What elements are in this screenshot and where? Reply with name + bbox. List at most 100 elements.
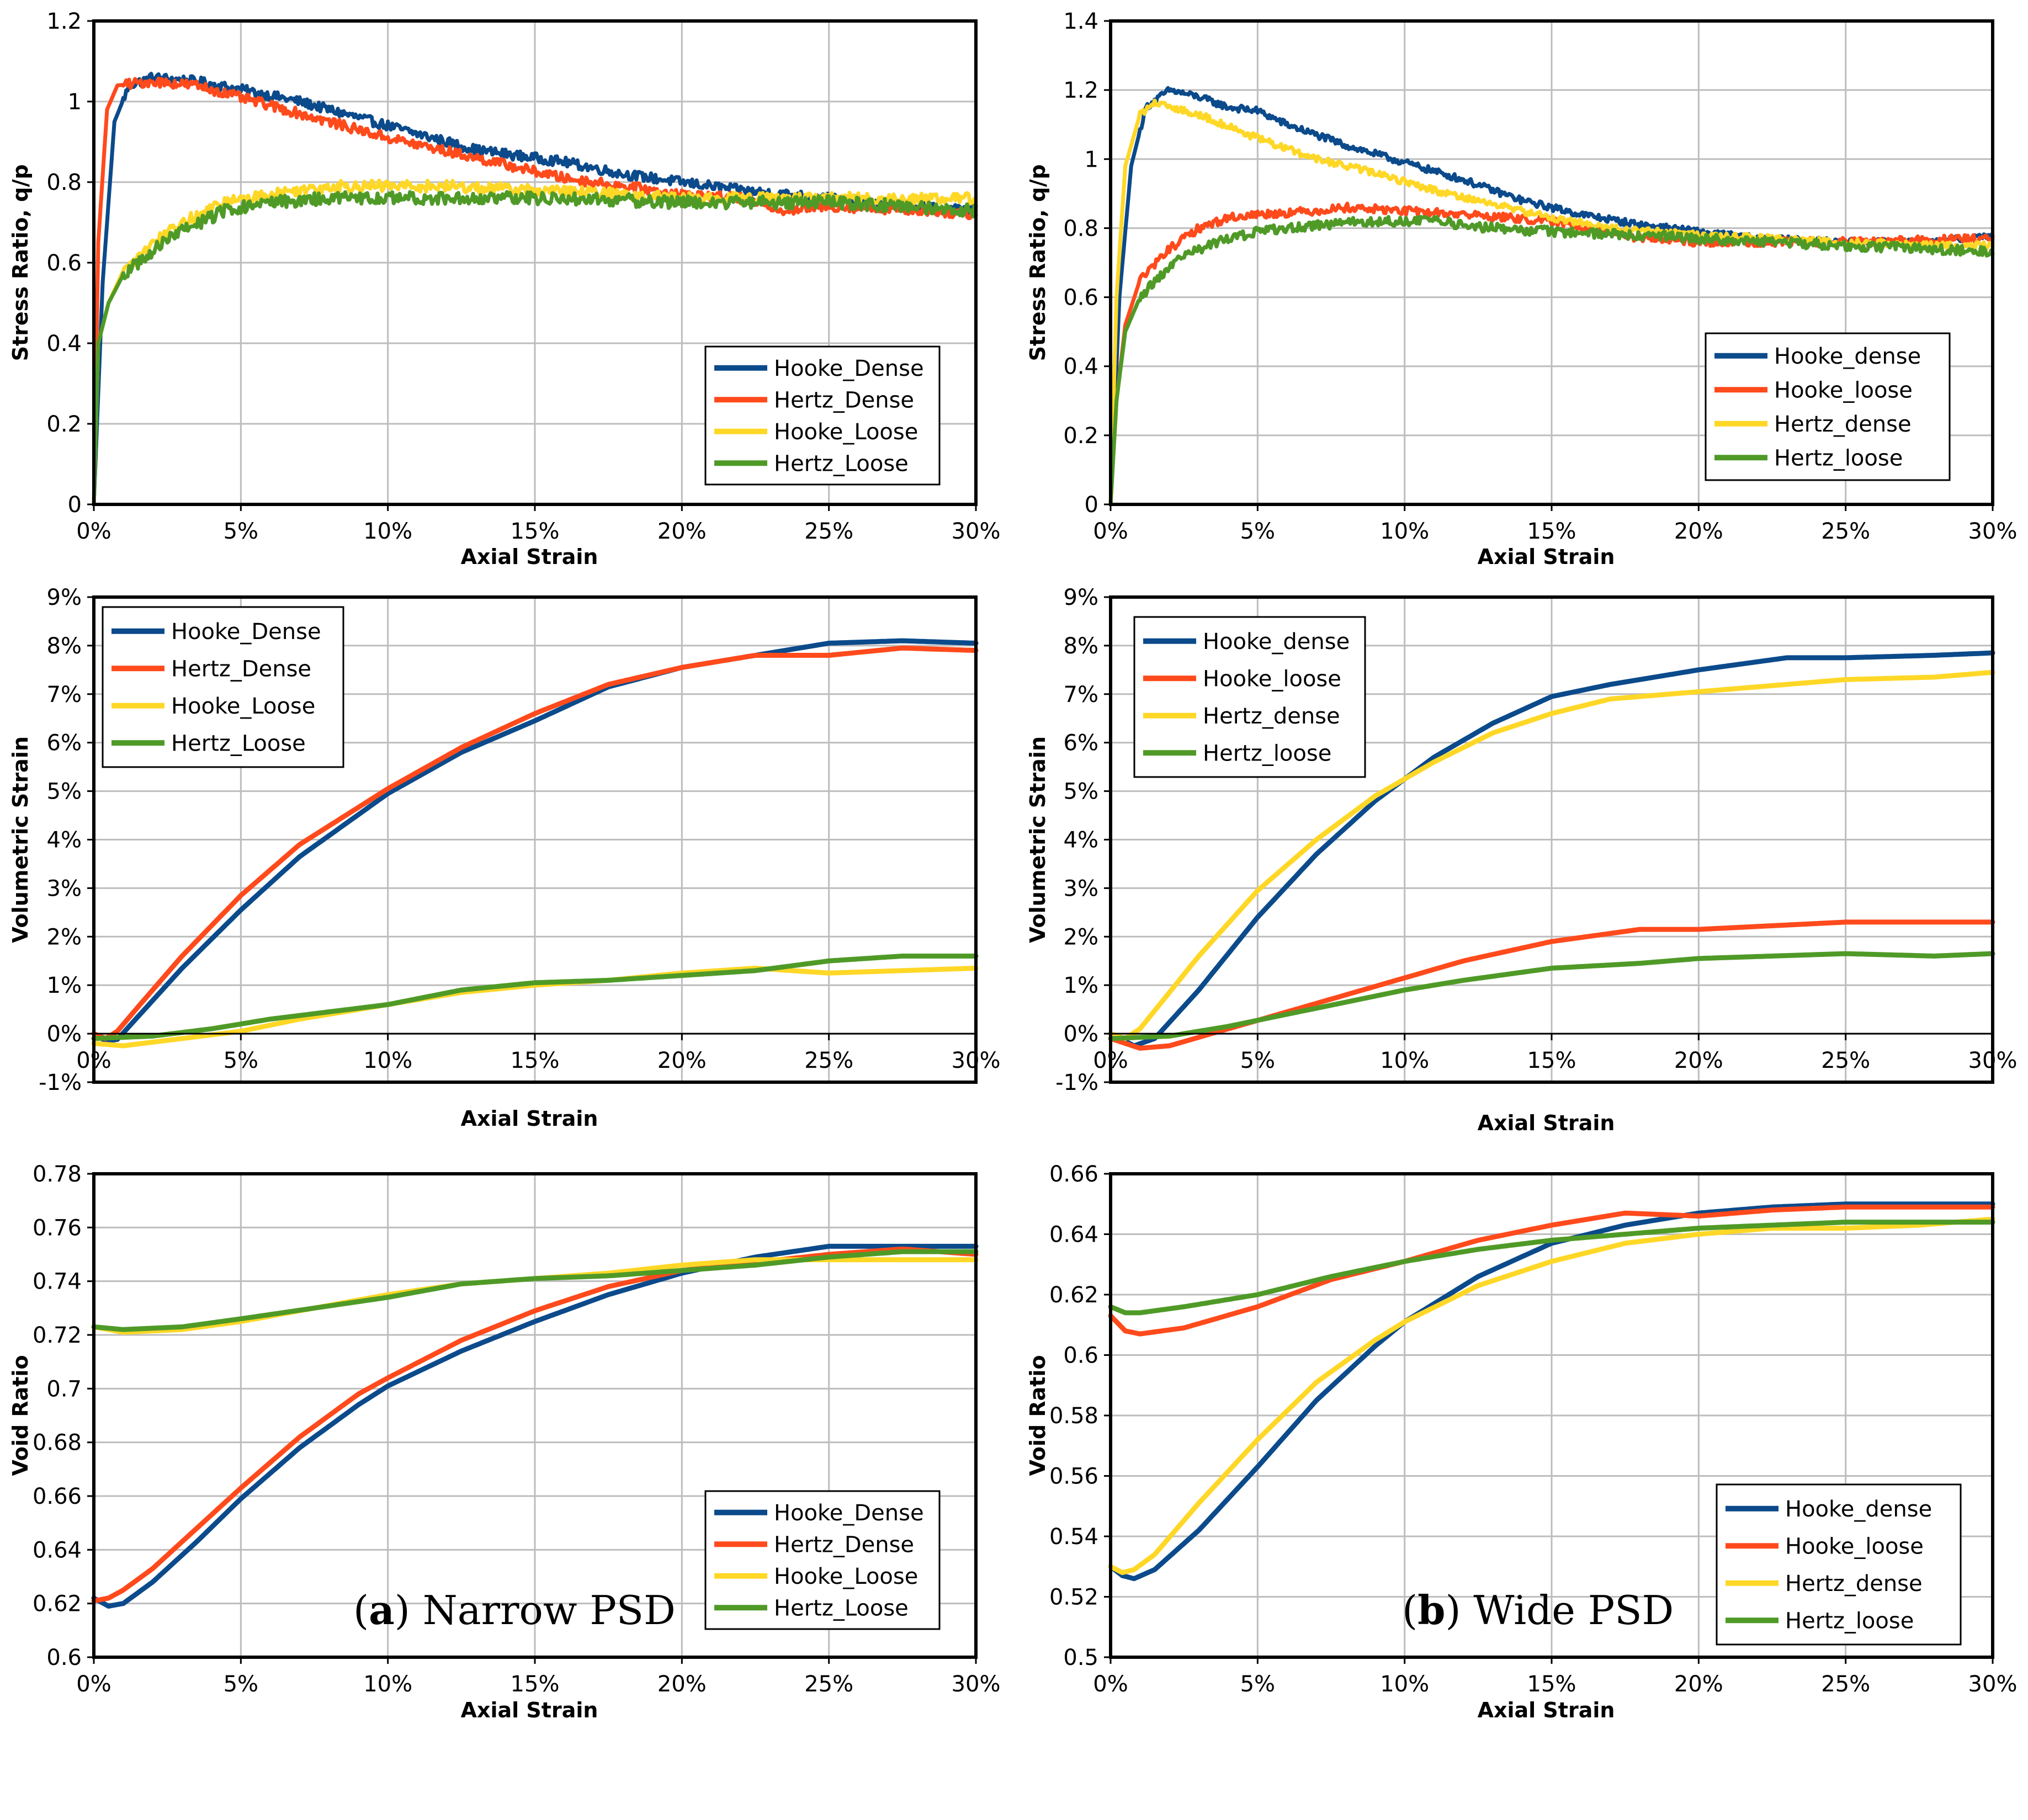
y-tick-label: 0.4 — [46, 331, 82, 356]
chart-a-vol: 0% 5% 10% 15% 20% 25% 30%-1%0%1%2%3%4%5%6%7%8%… — [8, 585, 1000, 1131]
y-tick-label: 0.66 — [33, 1484, 82, 1509]
y-tick-label: 0 — [1085, 492, 1098, 518]
x-tick-label: 0% — [1093, 519, 1128, 544]
x-tick-label: 0% — [1093, 1672, 1128, 1697]
y-tick-label: 3% — [1064, 876, 1098, 901]
x-tick-label: 15% — [1527, 1672, 1576, 1697]
x-tick-label: 5% — [224, 1672, 258, 1697]
caption-a: (a) Narrow PSD — [353, 1587, 676, 1633]
y-tick-label: 9% — [47, 585, 82, 610]
y-tick-label: 0 — [68, 492, 82, 518]
y-tick-label: 8% — [47, 634, 82, 659]
y-tick-label: 0.6 — [46, 1645, 82, 1670]
x-tick-label: 0% — [76, 1048, 111, 1073]
x-tick-label: 25% — [804, 519, 853, 544]
y-tick-label: 7% — [1064, 682, 1098, 707]
x-axis-title: Axial Strain — [1478, 545, 1615, 569]
legend: Hooke_dense Hooke_loose Hertz_dense Hertz_l… — [1716, 1483, 1962, 1646]
x-axis-title: Axial Strain — [1478, 1111, 1615, 1135]
x-tick-label: 5% — [224, 1048, 258, 1073]
y-tick-label: 0.74 — [33, 1269, 82, 1295]
x-tick-label: 10% — [363, 1048, 412, 1073]
x-tick-label: 5% — [1240, 519, 1275, 544]
y-tick-label: 0.58 — [1049, 1403, 1098, 1429]
x-tick-label: 10% — [1380, 519, 1429, 544]
caption-b: (b) Wide PSD — [1402, 1587, 1674, 1633]
y-tick-label: 0.78 — [33, 1162, 82, 1187]
x-tick-label: 10% — [363, 1672, 412, 1697]
legend-label: Hooke_Dense — [171, 619, 321, 645]
x-tick-label: 20% — [1674, 519, 1723, 544]
x-tick-label: 20% — [1674, 1672, 1723, 1697]
y-tick-label: 1% — [47, 973, 82, 998]
y-tick-label: 0.62 — [1049, 1282, 1098, 1308]
x-tick-label: 15% — [511, 1048, 560, 1073]
y-tick-label: 0% — [1064, 1021, 1098, 1047]
legend-label: Hooke_Loose — [774, 419, 918, 445]
y-tick-label: 3% — [47, 876, 82, 901]
y-tick-label: 0.5 — [1063, 1645, 1098, 1670]
y-tick-label: 4% — [1064, 828, 1098, 853]
y-tick-label: 1.2 — [46, 9, 82, 34]
y-tick-label: 0.8 — [1063, 216, 1098, 241]
series-line-hertz-dense — [91, 645, 979, 1041]
y-tick-label: 0.4 — [1063, 354, 1098, 380]
series-line-hooke-loose — [1108, 1204, 1995, 1337]
legend-label: Hertz_loose — [1774, 445, 1903, 471]
y-tick-label: 0.72 — [33, 1323, 82, 1348]
y-tick-label: 1 — [1085, 147, 1098, 172]
legend-label: Hooke_dense — [1203, 629, 1350, 654]
y-tick-label: 0.76 — [33, 1215, 82, 1241]
y-tick-label: 8% — [1064, 634, 1098, 659]
y-tick-label: 0.68 — [33, 1430, 82, 1456]
y-axis-title: Volumetric Strain — [1026, 736, 1050, 943]
x-tick-label: 15% — [511, 519, 560, 544]
y-tick-label: 0.2 — [1063, 423, 1098, 449]
x-tick-label: 20% — [1674, 1048, 1723, 1073]
series-line-hertz-loose — [91, 954, 979, 1041]
x-axis-title: Axial Strain — [461, 1106, 598, 1131]
series-line-hooke-dense — [1108, 650, 1995, 1049]
y-tick-label: 6% — [47, 731, 82, 756]
y-tick-label: 0.6 — [1063, 1343, 1098, 1369]
x-tick-label: 25% — [804, 1048, 853, 1073]
y-tick-label: 4% — [47, 828, 82, 853]
legend-label: Hooke_dense — [1774, 344, 1921, 369]
chart-b-stress: 0% 5% 10% 15% 20% 25% 30% 0 0.2 0.4 0.6 0.8 1 1.2 1.4 A… — [1026, 9, 2017, 569]
legend-label: Hertz_loose — [1203, 741, 1331, 766]
y-tick-label: 7% — [47, 682, 82, 707]
legend-label: Hooke_Dense — [774, 356, 924, 381]
series-line-hertz-loose — [1108, 951, 1995, 1041]
y-tick-label: 0% — [47, 1021, 82, 1047]
x-axis-title: Axial Strain — [461, 1698, 598, 1722]
x-tick-label: 0% — [1093, 1048, 1128, 1073]
y-axis-title: Stress Ratio, q/p — [8, 164, 33, 361]
y-tick-label: -1% — [1055, 1070, 1098, 1095]
legend-label: Hertz_Dense — [171, 656, 311, 682]
y-tick-label: -1% — [39, 1070, 82, 1095]
legend-label: Hooke_Loose — [171, 694, 315, 719]
y-tick-label: 0.52 — [1049, 1585, 1098, 1610]
y-tick-label: 6% — [1064, 731, 1098, 756]
x-axis-title: Axial Strain — [461, 545, 598, 569]
legend-label: Hertz_Loose — [774, 451, 909, 476]
y-tick-label: 5% — [1064, 779, 1098, 805]
y-tick-label: 1% — [1064, 973, 1098, 998]
legend-label: Hooke_Dense — [774, 1500, 924, 1526]
x-tick-label: 25% — [1821, 1048, 1870, 1073]
legend-label: Hooke_loose — [1774, 377, 1913, 403]
x-tick-label: 30% — [1968, 1048, 2018, 1073]
legend-label: Hooke_dense — [1785, 1497, 1932, 1522]
legend-label: Hertz_dense — [1774, 412, 1912, 437]
legend-label: Hertz_Loose — [171, 731, 306, 756]
chart-a-stress: 0% 5% 10% 15% 20% 25% 30% 0 0.2 0.4 0.6 0.8 1 1.2 Axia… — [8, 9, 1000, 569]
legend: Hooke_Dense Hertz_Dense Hooke_Loose Hertz_L… — [102, 606, 344, 768]
x-tick-label: 5% — [224, 519, 258, 544]
y-tick-label: 0.66 — [1049, 1162, 1098, 1187]
series-line-hertz-loose — [92, 190, 978, 507]
legend-label: Hooke_loose — [1203, 666, 1341, 691]
x-tick-label: 5% — [1240, 1048, 1275, 1073]
y-tick-label: 0.8 — [46, 170, 82, 195]
y-tick-label: 2% — [1064, 924, 1098, 950]
